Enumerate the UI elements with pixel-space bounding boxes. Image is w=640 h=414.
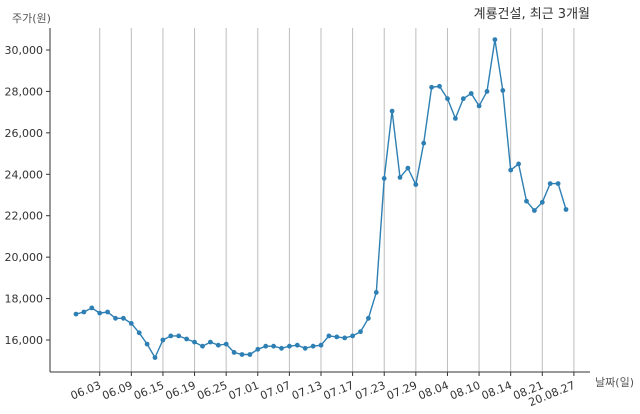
price-point	[516, 161, 521, 167]
x-tick-label: 08.04	[416, 379, 450, 403]
price-point	[358, 329, 363, 335]
price-point	[508, 167, 514, 173]
x-tick-label: 08.10	[448, 379, 482, 403]
axis-layer	[46, 28, 590, 376]
price-point	[539, 199, 545, 205]
price-point	[437, 83, 442, 89]
price-point	[231, 350, 237, 355]
x-tick-label: 07.07	[258, 379, 292, 403]
price-point	[113, 315, 118, 321]
price-point	[334, 334, 340, 340]
x-tick-label: 07.17	[322, 379, 356, 403]
price-point	[152, 355, 158, 360]
price-point	[223, 341, 229, 347]
chart-title: 계룡건설, 최근 3개월	[474, 7, 590, 22]
price-point	[318, 342, 324, 348]
price-point	[445, 96, 450, 102]
price-point	[413, 182, 419, 188]
y-tick-label: 28,000	[5, 85, 44, 98]
price-point	[287, 343, 292, 349]
price-point	[484, 89, 490, 94]
price-point	[555, 181, 561, 187]
price-point	[136, 330, 142, 336]
x-tick-label: 07.01	[227, 379, 261, 403]
price-point	[128, 321, 134, 326]
price-point	[476, 103, 482, 109]
price-point	[350, 333, 355, 339]
y-tick-label: 16,000	[5, 334, 44, 347]
price-point	[389, 108, 395, 114]
price-point	[279, 345, 284, 351]
y-axis-title: 주가(원)	[12, 12, 51, 25]
x-tick-label: 07.29	[385, 379, 419, 403]
price-point	[176, 333, 182, 339]
price-point	[239, 352, 245, 357]
series-layer	[73, 37, 569, 360]
x-axis-title: 날짜(일)	[595, 375, 634, 389]
price-point	[200, 343, 205, 349]
y-tick-label: 18,000	[5, 293, 44, 306]
price-point	[547, 181, 553, 187]
x-tick-label: 06.03	[69, 379, 103, 403]
price-point	[405, 165, 411, 171]
price-point	[468, 91, 474, 96]
price-point	[381, 176, 387, 181]
price-point	[89, 305, 95, 311]
y-tick-labels: 16,000 18,000 20,000 22,000 24,000 26,000 28,0…	[5, 44, 44, 347]
price-point	[121, 315, 126, 321]
price-point	[366, 315, 371, 321]
price-point	[421, 140, 427, 146]
price-point	[168, 333, 174, 339]
x-tick-label: 06.19	[164, 379, 198, 403]
price-point	[397, 175, 403, 180]
price-point	[492, 37, 498, 42]
price-point	[453, 116, 458, 121]
y-tick-label: 26,000	[5, 127, 44, 140]
price-point	[192, 339, 197, 345]
price-point	[429, 84, 434, 90]
x-tick-label: 06.15	[132, 379, 166, 403]
y-tick-label: 22,000	[5, 210, 44, 223]
price-point	[105, 309, 110, 315]
price-point	[460, 96, 466, 102]
x-tick-label: 06.25	[195, 379, 229, 403]
price-point	[215, 342, 221, 348]
price-point	[373, 290, 379, 295]
price-point	[524, 198, 529, 204]
price-point	[326, 333, 332, 339]
price-point	[563, 207, 569, 212]
price-point	[255, 346, 261, 352]
x-tick-label: 06.09	[100, 379, 134, 403]
price-point	[144, 341, 150, 347]
x-tick-labels: 06.0306.0906.1506.1906.2507.0107.0707.13…	[69, 379, 577, 409]
x-tick-label: 08.14	[480, 379, 514, 403]
y-tick-label: 30,000	[5, 44, 44, 57]
x-tick-label: 07.13	[290, 379, 324, 403]
price-point	[247, 352, 253, 357]
y-tick-label: 20,000	[5, 251, 44, 264]
price-point	[81, 309, 87, 315]
price-point	[532, 208, 537, 213]
price-point	[160, 337, 166, 343]
price-point	[342, 335, 348, 341]
grid-layer	[99, 28, 575, 372]
price-point	[263, 343, 269, 349]
price-point	[302, 345, 308, 351]
y-tick-label: 24,000	[5, 168, 44, 181]
price-point	[294, 342, 300, 348]
price-point	[310, 343, 316, 349]
price-point	[500, 88, 506, 93]
price-point	[184, 336, 190, 342]
price-point	[271, 343, 276, 349]
x-tick-label: 07.23	[353, 379, 387, 403]
price-point	[97, 310, 103, 316]
price-point	[73, 311, 79, 317]
price-point	[208, 339, 213, 345]
